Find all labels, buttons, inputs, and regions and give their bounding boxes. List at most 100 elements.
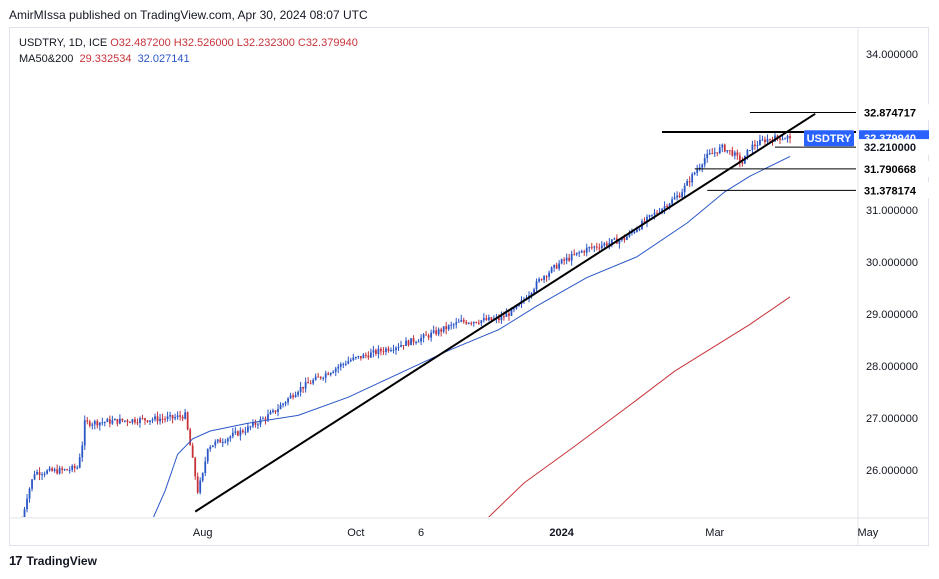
candle-body xyxy=(789,136,791,139)
candle-body xyxy=(382,351,385,353)
candle-body xyxy=(174,417,177,419)
tradingview-footer: 17 TradingView xyxy=(9,553,97,568)
legend-ma-label[interactable]: MA50&200 xyxy=(19,53,74,65)
candle-body xyxy=(754,144,756,146)
candle-body xyxy=(244,431,247,433)
candle-body xyxy=(402,345,405,347)
candle-body xyxy=(540,279,543,281)
candle-body xyxy=(726,150,729,152)
legend-symbol[interactable]: USDTRY, 1D, ICE xyxy=(19,37,108,49)
candle-body xyxy=(585,247,588,253)
price-tag-label: 32.210000 xyxy=(864,142,916,154)
legend-ma-row[interactable]: MA50&200 29.332534 32.027141 xyxy=(19,51,361,67)
chart-frame[interactable] xyxy=(9,27,929,546)
candle-body xyxy=(779,137,781,140)
candle-body xyxy=(467,322,470,324)
candle-body xyxy=(462,320,465,322)
candle-body xyxy=(776,135,779,138)
candle-body xyxy=(417,341,420,343)
y-tick-label: 31.000000 xyxy=(866,205,918,217)
price-tag-bg xyxy=(859,160,929,177)
candle-body xyxy=(339,364,342,367)
candle-body xyxy=(176,415,179,418)
candle-body xyxy=(354,357,357,359)
candle-body xyxy=(113,419,116,421)
candle-body xyxy=(111,420,114,424)
trendline xyxy=(194,112,816,513)
y-tick-label: 29.000000 xyxy=(866,309,918,321)
candle-body xyxy=(452,324,455,326)
candle-body xyxy=(88,421,91,426)
candle-body xyxy=(490,317,493,320)
candle-body xyxy=(756,145,759,147)
candle-body xyxy=(136,422,139,424)
candle-body xyxy=(86,420,89,422)
candle-body xyxy=(349,360,352,362)
legend-symbol-row[interactable]: USDTRY, 1D, ICE O32.487200 H32.526000 L32.2… xyxy=(19,35,361,51)
publish-header: AmirMIssa published on TradingView.com, … xyxy=(9,8,368,22)
candle-body xyxy=(144,418,146,421)
price-tag-label: 31.790668 xyxy=(864,164,916,176)
candle-body xyxy=(91,424,94,426)
candle-body xyxy=(731,150,734,156)
candle-body xyxy=(515,306,518,309)
candle-body xyxy=(708,153,711,155)
price-tag-label: 32.874717 xyxy=(864,108,916,120)
price-tag-bg xyxy=(859,139,929,156)
candle-body xyxy=(48,468,51,471)
candle-body xyxy=(651,214,653,216)
candle-body xyxy=(482,318,485,321)
y-tick-label: 34.000000 xyxy=(866,49,918,61)
candle-body xyxy=(508,313,510,316)
candle-body xyxy=(98,422,101,426)
x-tick-label: Aug xyxy=(193,527,213,539)
candle-body xyxy=(206,449,209,462)
candle-body xyxy=(317,376,320,378)
candle-body xyxy=(194,457,197,477)
x-tick-label: May xyxy=(857,527,878,539)
candle-body xyxy=(781,138,784,140)
candle-body xyxy=(626,236,628,240)
candle-body xyxy=(610,239,613,243)
candle-body xyxy=(513,308,515,310)
candle-body xyxy=(252,422,254,427)
candle-body xyxy=(593,246,596,248)
candle-body xyxy=(319,376,322,379)
candle-body xyxy=(608,242,611,246)
candle-body xyxy=(146,420,149,422)
candle-body xyxy=(216,439,219,442)
candle-body xyxy=(595,246,598,248)
candle-body xyxy=(292,395,294,398)
candle-body xyxy=(618,240,621,244)
candle-body xyxy=(214,441,217,446)
candle-body xyxy=(121,418,124,421)
candle-body xyxy=(249,426,252,428)
ma200-line xyxy=(488,296,791,517)
candle-body xyxy=(472,321,475,324)
candle-body xyxy=(279,405,282,410)
price-tag-bg xyxy=(859,182,929,199)
candle-body xyxy=(204,461,207,474)
candle-body xyxy=(247,426,249,432)
candle-body xyxy=(359,356,362,359)
candle-body xyxy=(61,468,64,470)
candle-body xyxy=(395,347,397,350)
legend-ma50-value: 29.332534 xyxy=(79,53,132,65)
candle-body xyxy=(410,338,412,346)
candle-body xyxy=(598,247,601,249)
candle-body xyxy=(475,321,478,323)
chart-legend: USDTRY, 1D, ICE O32.487200 H32.526000 L32.2… xyxy=(19,35,361,67)
candle-body xyxy=(397,346,400,348)
candle-body xyxy=(380,348,382,352)
candle-body xyxy=(563,259,566,261)
candle-body xyxy=(766,139,769,143)
candle-body xyxy=(560,259,563,264)
candle-body xyxy=(126,420,129,423)
candle-body xyxy=(299,386,302,392)
candle-body xyxy=(141,418,144,420)
candle-body xyxy=(633,231,636,233)
candle-body xyxy=(631,232,633,234)
candle-body xyxy=(510,308,513,316)
candle-body xyxy=(738,155,741,163)
